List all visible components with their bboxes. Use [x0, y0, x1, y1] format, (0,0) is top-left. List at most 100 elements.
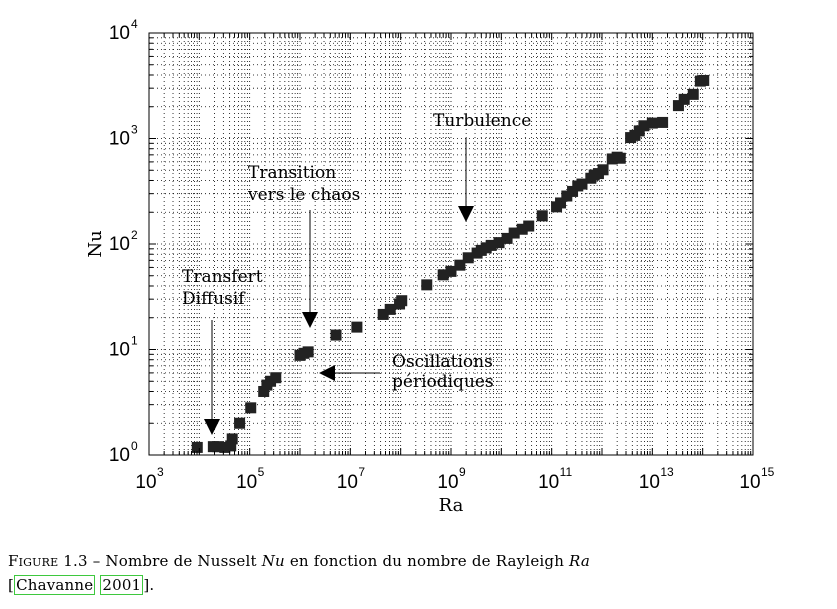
y-tick-exponent: 4: [131, 17, 138, 31]
data-point: [576, 178, 588, 190]
x-tick-base: 10: [437, 472, 458, 493]
data-point: [687, 88, 699, 100]
data-point: [536, 210, 548, 222]
y-axis-label: Nu: [85, 230, 106, 257]
x-tick-label: 10 13: [639, 465, 674, 493]
data-point: [258, 385, 270, 397]
data-point: [561, 190, 573, 202]
x-axis-label: Ra: [439, 495, 464, 516]
data-point: [270, 372, 282, 384]
citation-author-link[interactable]: Chavanne: [14, 575, 96, 595]
caption-dash: –: [87, 552, 106, 570]
y-tick-base: 10: [109, 129, 130, 150]
annotation-text: vers le chaos: [247, 185, 360, 205]
data-point: [523, 220, 535, 232]
citation-year-link[interactable]: 2001: [100, 575, 144, 595]
x-tick-label: 10 11: [538, 465, 572, 493]
data-point: [555, 197, 567, 209]
annotation-text: Diffusif: [182, 289, 246, 309]
x-tick-base: 10: [739, 472, 760, 493]
data-point: [212, 441, 224, 453]
data-point: [614, 152, 626, 164]
y-tick-exponent: 1: [131, 334, 138, 348]
data-point: [485, 239, 497, 251]
data-point: [698, 74, 710, 86]
annotation-text: Transition: [248, 163, 336, 183]
annotation-text: Transfert: [182, 267, 263, 287]
data-point: [508, 227, 520, 239]
data-point: [597, 164, 609, 176]
ticks: [148, 33, 753, 456]
annotation-arrow-head: [319, 365, 335, 381]
data-point: [638, 120, 650, 132]
y-tick-label: 10 1: [109, 334, 138, 361]
data-point: [234, 417, 246, 429]
data-point: [377, 308, 389, 320]
y-tick-label: 10 0: [109, 439, 138, 466]
data-point: [302, 346, 314, 358]
y-tick-base: 10: [109, 234, 130, 255]
x-tick-base: 10: [236, 472, 257, 493]
x-tick-exponent: 3: [157, 465, 164, 479]
data-point: [672, 100, 684, 112]
caption-text-middle: en fonction du nombre de Rayleigh: [284, 552, 570, 570]
data-point: [330, 329, 342, 341]
annotation-text: périodiques: [392, 372, 494, 392]
x-tick-exponent: 11: [560, 465, 573, 479]
x-tick-exponent: 9: [459, 465, 466, 479]
y-tick-label: 10 3: [109, 123, 138, 150]
annotation-arrow-head: [458, 206, 474, 222]
data-point: [384, 303, 396, 315]
x-tick-label: 10 5: [236, 465, 265, 493]
annotation-arrow-head: [302, 312, 318, 328]
caption-text-before: Nombre de Nusselt: [105, 552, 262, 570]
figure-caption: Figure 1.3 – Nombre de Nusselt Nu en fon…: [8, 549, 830, 597]
data-points: [191, 74, 710, 453]
data-point: [657, 116, 669, 128]
data-point: [493, 237, 505, 249]
data-point: [191, 441, 203, 453]
y-tick-exponent: 3: [131, 123, 138, 137]
x-tick-base: 10: [135, 472, 156, 493]
x-tick-exponent: 13: [660, 465, 674, 479]
data-point: [245, 402, 257, 414]
data-point: [501, 232, 513, 244]
data-point: [646, 117, 658, 129]
grid: [149, 33, 753, 455]
data-point: [516, 223, 528, 235]
y-tick-base: 10: [109, 23, 130, 44]
x-tick-labels: 10 3 10 5 10 7 10 9 10 11 10 13 10 15: [135, 465, 774, 493]
data-point: [396, 295, 408, 307]
data-point: [445, 265, 457, 277]
data-point: [351, 321, 363, 333]
data-point: [437, 269, 449, 281]
y-tick-base: 10: [109, 445, 130, 466]
x-tick-label: 10 9: [437, 465, 466, 493]
y-tick-label: 10 2: [109, 228, 138, 255]
data-point: [421, 279, 433, 291]
x-tick-exponent: 7: [358, 465, 365, 479]
caption-cite-close: ].: [143, 576, 155, 594]
y-tick-base: 10: [109, 340, 130, 361]
x-tick-label: 10 7: [337, 465, 366, 493]
x-tick-label: 10 3: [135, 465, 164, 493]
annotation-arrow-head: [204, 419, 220, 435]
y-tick-exponent: 0: [131, 439, 138, 453]
y-tick-exponent: 2: [131, 228, 138, 242]
data-point: [462, 252, 474, 264]
annotation-text: Oscillations: [392, 352, 493, 372]
annotation-turbulence: Turbulence: [433, 111, 531, 222]
data-point: [225, 440, 237, 452]
x-tick-exponent: 15: [761, 465, 775, 479]
caption-label: Figure 1.3: [8, 552, 88, 570]
data-point: [454, 259, 466, 271]
caption-nu-symbol: Nu: [261, 552, 285, 570]
caption-ra-symbol: Ra: [569, 552, 591, 570]
data-point: [678, 93, 690, 105]
x-tick-label: 10 15: [739, 465, 774, 493]
